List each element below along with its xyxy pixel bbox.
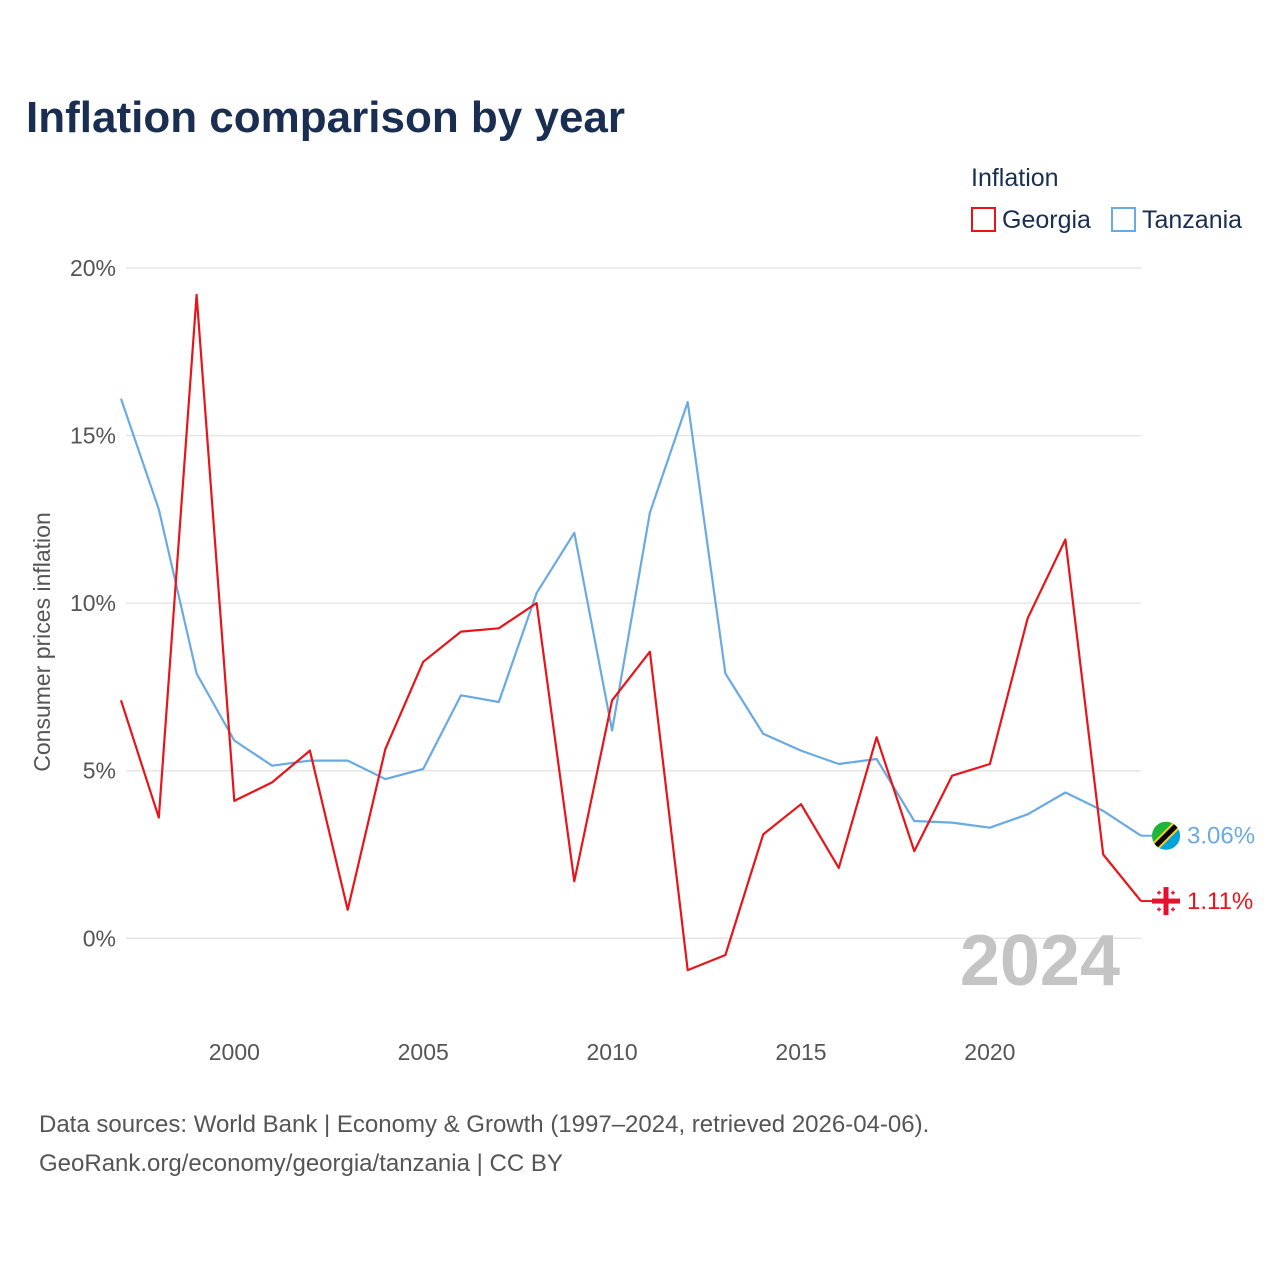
y-axis-ticks: 0% 5% 10% 15% 20% [70,255,116,951]
y-axis-label: Consumer prices inflation [29,512,55,772]
series-line-tanzania[interactable] [119,398,1142,837]
legend-label-tanzania[interactable]: Tanzania [1142,206,1242,234]
source-line-1: Data sources: World Bank | Economy & Gro… [39,1111,929,1138]
series-layer [119,293,1152,972]
x-tick-label: 2000 [209,1039,260,1065]
legend-title: Inflation [971,164,1059,192]
end-markers: 3.06% 1.11% [1152,821,1255,916]
y-tick-label: 10% [70,590,116,616]
legend-swatch-tanzania[interactable] [1111,207,1136,232]
x-axis-ticks: 2000 2005 2010 2015 2020 [209,1039,1016,1065]
tanzania-end-value: 3.06% [1187,823,1255,850]
x-tick-label: 2005 [398,1039,449,1065]
y-tick-label: 20% [70,255,116,281]
y-tick-label: 5% [83,758,116,784]
x-tick-label: 2010 [587,1039,638,1065]
y-tick-label: 0% [83,925,116,951]
tanzania-flag-icon [1152,821,1180,850]
x-tick-label: 2015 [775,1039,826,1065]
source-line-2[interactable]: GeoRank.org/economy/georgia/tanzania | C… [39,1150,563,1177]
chart-title: Inflation comparison by year [26,93,625,142]
x-tick-label: 2020 [964,1039,1015,1065]
series-line-georgia[interactable] [119,293,1142,972]
year-watermark: 2024 [960,921,1120,1001]
legend: Inflation Georgia Tanzania [971,164,1242,234]
georgia-end-value: 1.11% [1187,888,1253,915]
georgia-flag-icon [1152,887,1180,916]
y-tick-label: 15% [70,423,116,449]
legend-label-georgia[interactable]: Georgia [1002,206,1091,234]
legend-swatch-georgia[interactable] [971,207,996,232]
